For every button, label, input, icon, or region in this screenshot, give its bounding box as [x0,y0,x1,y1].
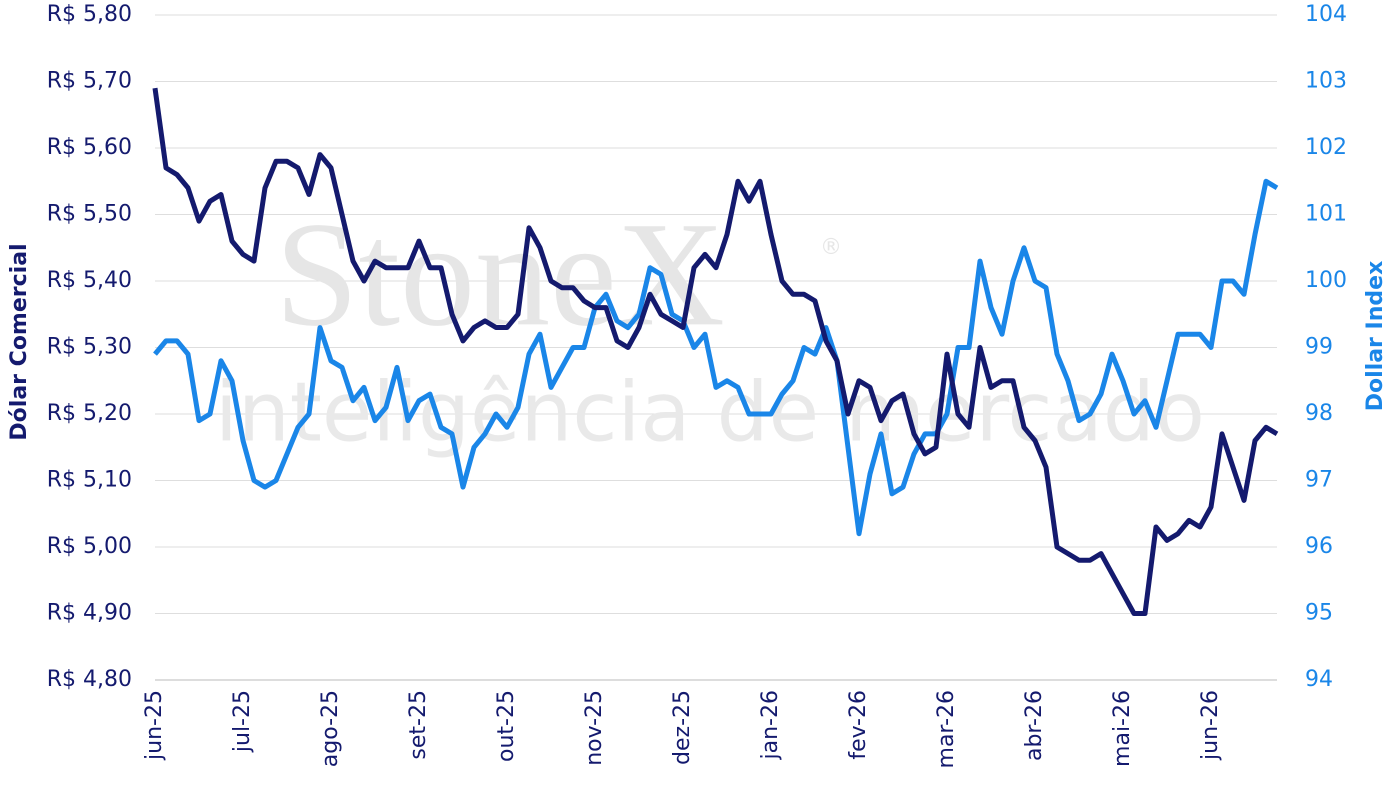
y-tick-label: R$ 5,40 [47,268,132,293]
y2-tick-label: 97 [1305,468,1333,493]
y2-tick-label: 99 [1305,335,1333,360]
x-tick-label: mai-26 [1110,690,1135,767]
y-tick-label: R$ 5,00 [47,534,132,559]
y2-tick-label: 101 [1305,202,1347,227]
x-tick-label: jun-26 [1198,690,1223,761]
y2-tick-label: 100 [1305,268,1347,293]
y-tick-label: R$ 5,80 [47,2,132,27]
x-tick-label: dez-25 [670,690,695,765]
watermark-mark: ® [820,235,842,260]
y2-axis-title: Dollar Index [1363,261,1388,412]
y2-tick-label: 96 [1305,534,1333,559]
y-tick-label: R$ 5,30 [47,335,132,360]
x-tick-label: ago-25 [318,690,343,767]
y-tick-label: R$ 5,50 [47,202,132,227]
y2-tick-label: 103 [1305,69,1347,94]
x-tick-label: nov-25 [582,690,607,766]
y2-tick-label: 102 [1305,135,1347,160]
y-tick-label: R$ 5,70 [47,69,132,94]
y-tick-label: R$ 5,10 [47,468,132,493]
y2-tick-label: 95 [1305,601,1333,626]
y-tick-label: R$ 5,60 [47,135,132,160]
y2-tick-label: 104 [1305,2,1347,27]
y2-tick-label: 94 [1305,667,1333,692]
x-tick-label: jan-26 [758,690,783,760]
series-line [152,87,1279,616]
series-line [153,178,1279,537]
x-tick-label: fev-26 [846,690,871,760]
x-tick-label: mar-26 [934,690,959,768]
y-axis-title: Dólar Comercial [7,243,32,440]
y-tick-label: R$ 4,80 [47,667,132,692]
y-tick-label: R$ 5,20 [47,401,132,426]
x-tick-label: jun-25 [142,690,167,761]
watermark-text: inteligência de mercado [215,365,1205,460]
x-tick-label: abr-26 [1022,690,1047,761]
x-tick-label: set-25 [406,690,431,760]
x-tick-label: jul-25 [230,690,255,753]
y2-tick-label: 98 [1305,401,1333,426]
y-tick-label: R$ 4,90 [47,601,132,626]
x-tick-label: out-25 [494,690,519,762]
